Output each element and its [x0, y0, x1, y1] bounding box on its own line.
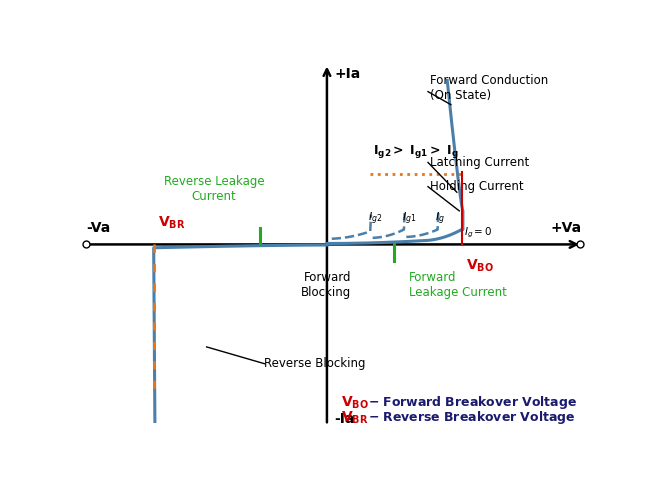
Text: $I_g$: $I_g$ [435, 210, 445, 227]
Text: $\mathbf{V_{BO}}$: $\mathbf{V_{BO}}$ [342, 394, 370, 411]
Text: $\mathbf{V_{BO}}$: $\mathbf{V_{BO}}$ [466, 257, 494, 274]
Text: $I_{g2}$: $I_{g2}$ [368, 210, 382, 227]
Text: $\mathbf{V_{BR}}$: $\mathbf{V_{BR}}$ [158, 215, 186, 231]
Text: Forward Conduction
(On State): Forward Conduction (On State) [430, 74, 548, 102]
Text: -Va: -Va [86, 221, 111, 235]
Text: Latching Current: Latching Current [430, 156, 529, 169]
Text: $I_{g1}$: $I_{g1}$ [402, 210, 416, 227]
Text: $\bf{I_{g2}>\ I_{g1}>\ I_g}$: $\bf{I_{g2}>\ I_{g1}>\ I_g}$ [373, 143, 458, 160]
Text: $\mathbf{V_{BR}}$: $\mathbf{V_{BR}}$ [342, 409, 369, 426]
Text: Reverse Blocking: Reverse Blocking [264, 357, 366, 370]
Text: +Va: +Va [551, 221, 582, 235]
Text: $\mathbf{-\ Forward\ Breakover\ Voltage}$: $\mathbf{-\ Forward\ Breakover\ Voltage}… [368, 394, 577, 411]
Text: Holding Current: Holding Current [430, 180, 524, 193]
Text: Forward
Blocking: Forward Blocking [301, 272, 351, 300]
Text: $\mathbf{-\ Reverse\ Breakover\ Voltage}$: $\mathbf{-\ Reverse\ Breakover\ Voltage}… [368, 409, 575, 426]
Text: -Ia: -Ia [334, 412, 355, 426]
Text: Forward
Leakage Current: Forward Leakage Current [409, 272, 507, 300]
Text: Reverse Leakage
Current: Reverse Leakage Current [164, 175, 264, 202]
Text: $I_g=0$: $I_g=0$ [464, 225, 493, 240]
Text: +Ia: +Ia [334, 67, 361, 81]
